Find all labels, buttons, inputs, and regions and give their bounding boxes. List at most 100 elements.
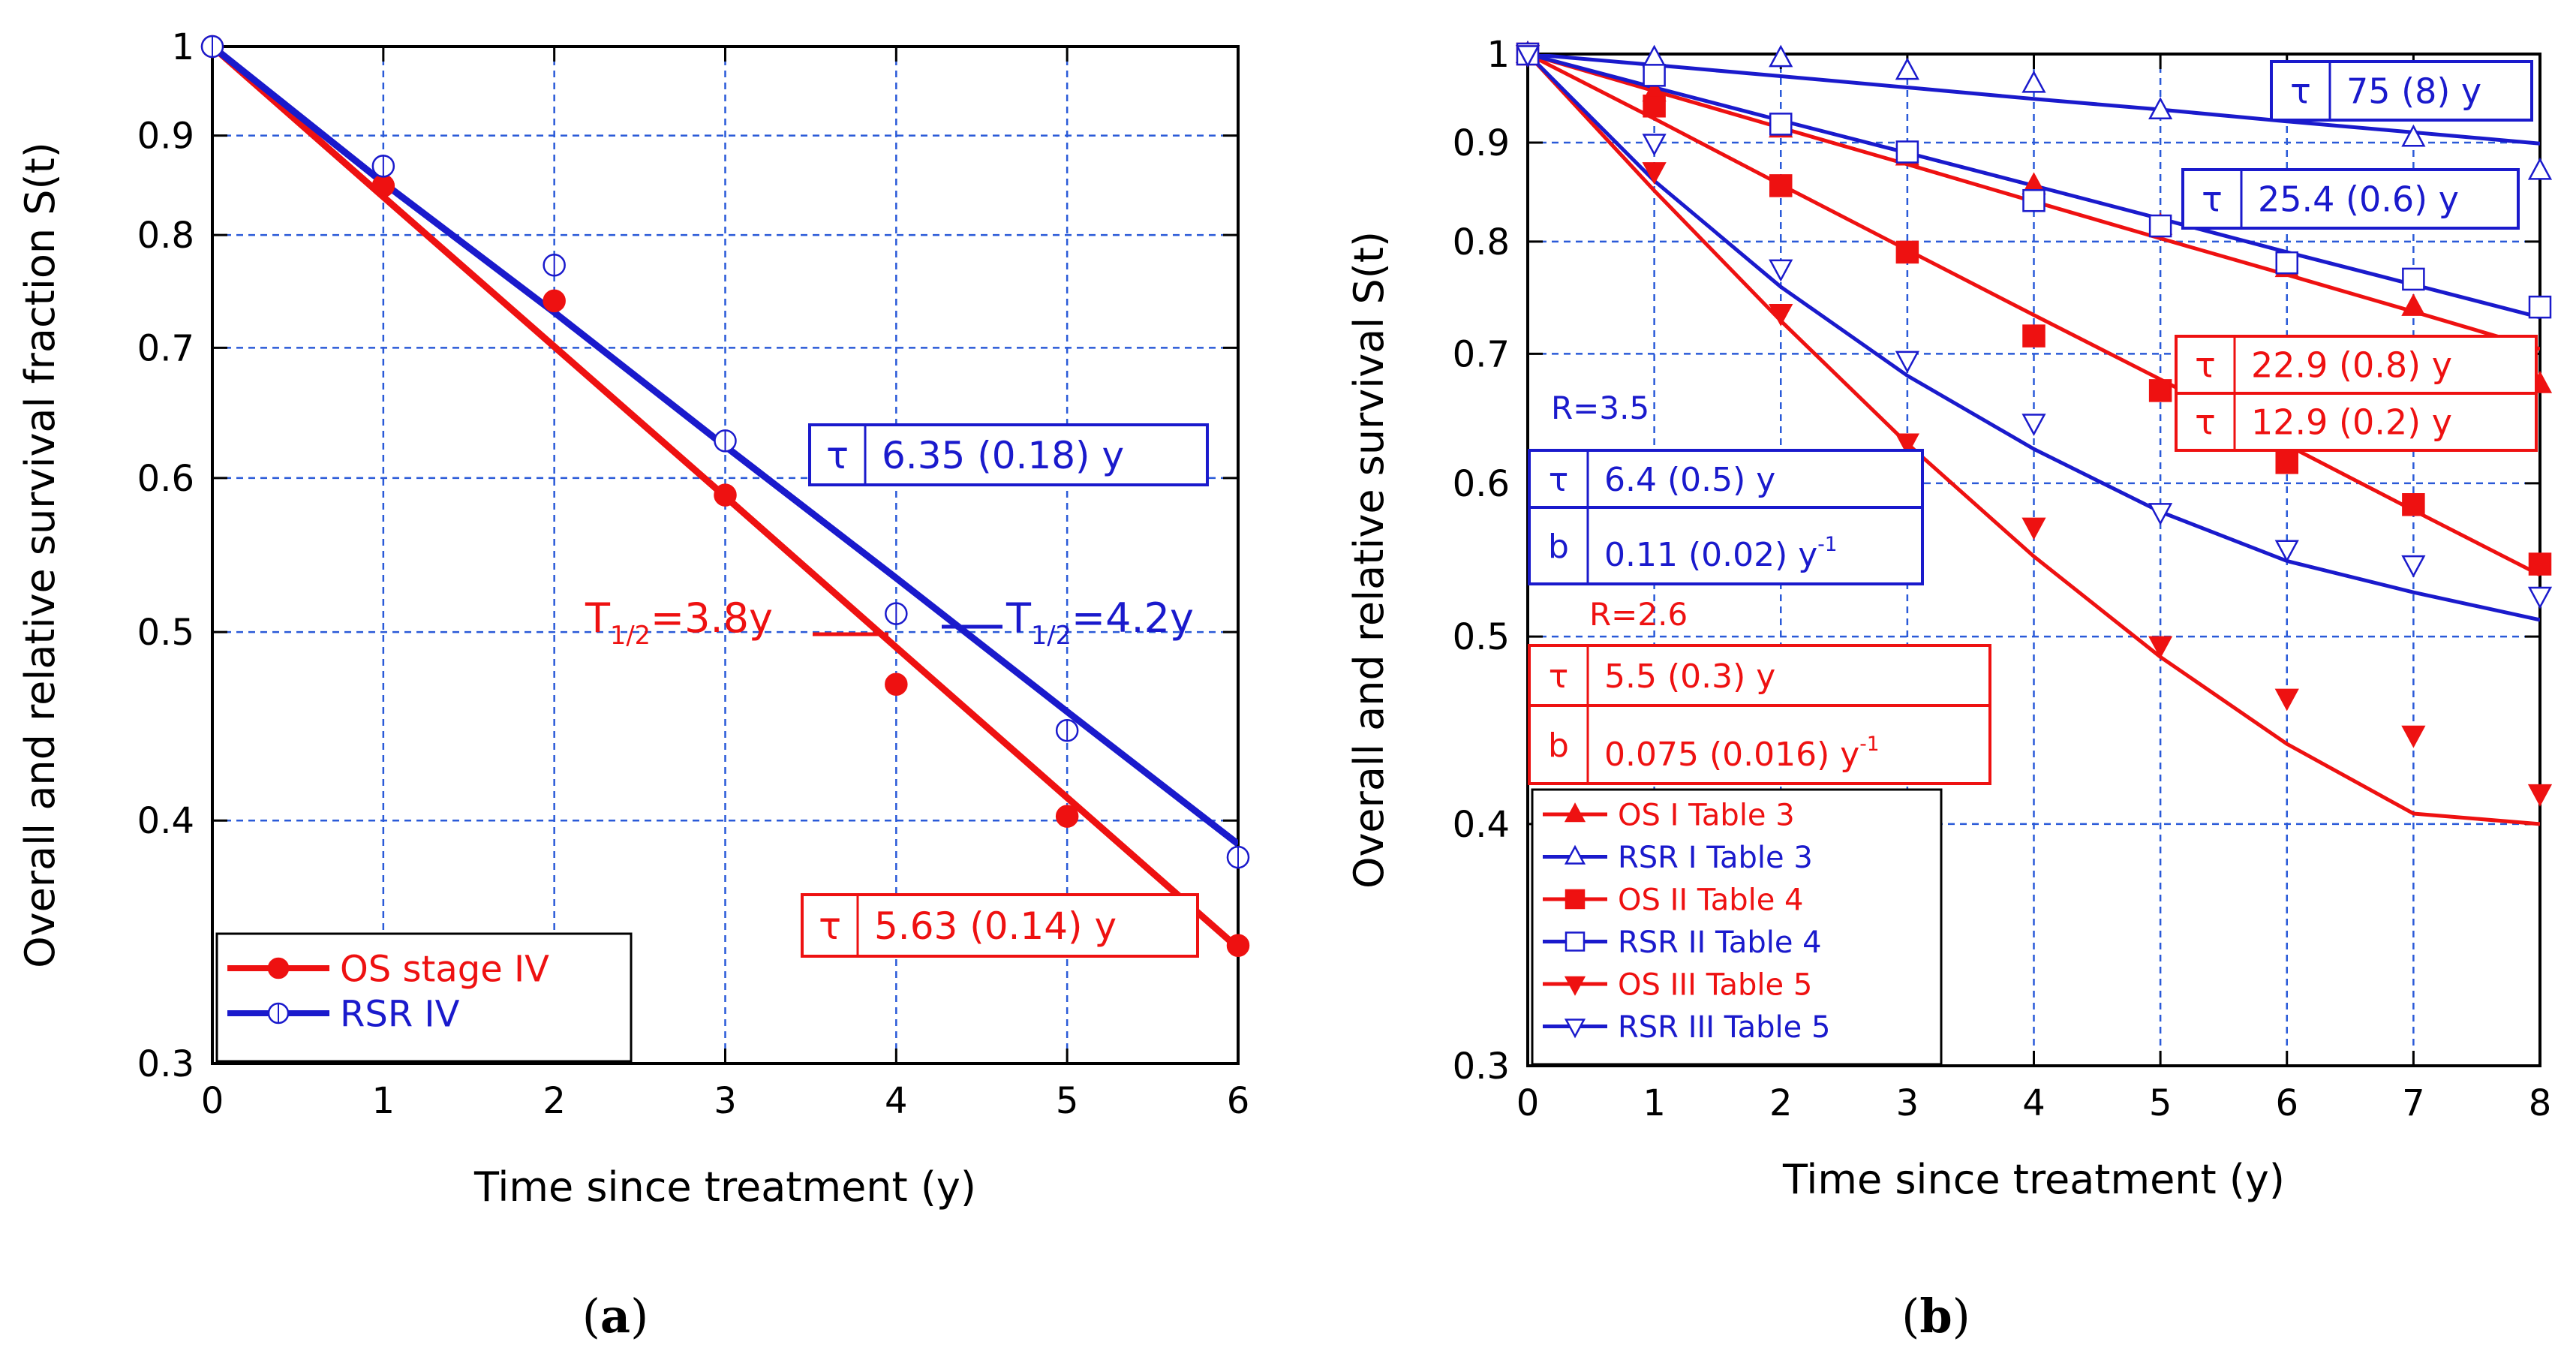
annotation-tau-rsr2: τ 25.4 (0.6) y [2181,168,2520,230]
annotation-symbol: τ [2195,345,2216,386]
gridlines [212,47,1238,1064]
data-point [1515,45,1540,68]
legend-label: OS III Table 5 [1618,967,1812,1002]
data-point [2021,517,2046,540]
y-tick-label: 0.7 [1453,333,1510,375]
annotation-box [1528,506,1924,585]
legend-item: RSR IV [227,993,460,1035]
legend-item: RSR II Table 4 [1543,925,1822,960]
legend-swatch-marker [1565,889,1586,910]
legend-swatch-marker [1564,844,1586,865]
y-tick-label: 0.9 [137,116,194,158]
legend-label: RSR IV [340,993,460,1035]
legend-box [215,932,633,1063]
legend-item: OS I Table 3 [1543,798,1795,832]
annotation-box [801,893,1199,958]
data-point [2275,251,2298,275]
legend-swatch-marker [1565,931,1586,952]
legend-swatch-marker [1564,976,1586,996]
data-point [714,483,737,507]
x-tick-label: 7 [2402,1082,2425,1124]
fit-parameter-label: R=2.6 [1589,596,1688,633]
y-tick-label: 1 [1486,34,1510,76]
annotation-value: 22.9 (0.8) y [2251,345,2452,386]
annotation-symbol: b [1548,727,1569,765]
legend-item: RSR I Table 3 [1543,841,1813,875]
half-life-label: T1/2=3.8y [585,594,773,650]
data-point [2527,586,2553,609]
y-tick-label: 0.6 [1453,463,1510,505]
x-tick-label: 1 [1643,1082,1666,1124]
legend-item: OS III Table 5 [1543,967,1812,1002]
annotation-value: 12.9 (0.2) y [2251,402,2452,443]
data-point [1055,805,1079,828]
y-tick-label: 0.8 [1453,221,1510,263]
data-point [2401,725,2426,748]
x-tick-label: 5 [2149,1082,2172,1124]
data-point [1895,140,1919,164]
data-point [2528,295,2552,319]
x-axis-label: Time since treatment (y) [473,1163,976,1211]
data-point [2527,157,2553,180]
annotation-R-os3: R=2.6 [1589,596,1688,633]
annotation-tau-rsr1: τ 75 (8) y [2270,60,2533,122]
ticks: 0 1 2 3 4 5 6 0.3 0.4 0.5 0.6 0.7 0.8 0.9 1 [137,26,1250,1122]
x-tick-label: 2 [543,1080,566,1122]
data-point [1643,64,1666,87]
legend-box [1531,788,1943,1066]
annotation-value: 25.4 (0.6) y [2258,179,2459,220]
data-point [1769,44,1793,68]
x-tick-label: 1 [372,1080,395,1122]
y-tick-label: 0.8 [137,215,194,257]
data-point [2527,784,2553,807]
legend: OS I Table 3 RSR I Table 3 OS II Table 4 RS… [1531,788,1943,1066]
annotation-value: 0.075 (0.016) y-1 [1604,733,1880,774]
data-point [2148,214,2172,238]
legend-label: RSR III Table 5 [1618,1010,1830,1045]
data-point [2148,97,2173,119]
x-tick-label: 2 [1769,1082,1793,1124]
fit-line-5 [1528,54,2540,622]
annotation-box [1528,704,1991,785]
annotation-box-rsr3-b: b 0.11 (0.02) y-1 [1528,506,1924,585]
annotation-R-rsr3: R=3.5 [1551,390,1649,426]
data-point [543,289,566,313]
data-point [2022,188,2045,212]
data-point [2148,503,2173,525]
data-point [2401,293,2426,316]
x-tick-label: 4 [885,1080,908,1122]
annotation-tau-os: τ 5.63 (0.14) y [801,893,1199,958]
data-point [2528,552,2552,576]
data-point [1643,95,1666,118]
annotation-tau-rsr: τ 6.35 (0.18) y [808,423,1209,486]
annotation-value: 6.35 (0.18) y [882,434,1124,477]
y-axis-label: Overall and relative survival S(t) [1345,231,1393,889]
series-3-points [1516,42,2552,319]
annotation-half-rsr: T1/2=4.2y [942,594,1194,650]
x-tick-label: 0 [1516,1082,1540,1124]
legend-swatch-marker [1564,802,1586,823]
data-point [1769,174,1793,197]
annotation-symbol: τ [826,434,849,477]
ticks: 0 1 2 3 4 5 6 7 8 0.3 0.4 0.5 0.6 0.7 0.8 0.9 1 [1453,34,2552,1124]
data-point [2274,540,2299,563]
legend-label: RSR II Table 4 [1618,925,1822,960]
annotation-box [808,423,1209,486]
y-axis-label: Overall and relative survival fraction S… [17,142,64,968]
legend-item: RSR III Table 5 [1543,1010,1830,1045]
x-tick-label: 3 [714,1080,737,1122]
y-tick-label: 0.7 [137,327,194,369]
x-tick-label: 6 [1227,1080,1250,1122]
fit-line-4 [1528,54,2540,826]
fit-line-1 [1528,54,2540,146]
x-tick-label: 3 [1896,1082,1919,1124]
data-point [1642,134,1667,156]
annotation-symbol: τ [2195,402,2216,443]
legend-label: OS II Table 4 [1618,883,1804,917]
annotation-box [2270,60,2533,122]
legend-swatch-marker [1564,1019,1586,1039]
data-point [2148,379,2172,402]
data-point [2021,414,2046,436]
legend-label: RSR I Table 3 [1618,841,1813,875]
fit-parameter-label: R=3.5 [1551,390,1649,426]
